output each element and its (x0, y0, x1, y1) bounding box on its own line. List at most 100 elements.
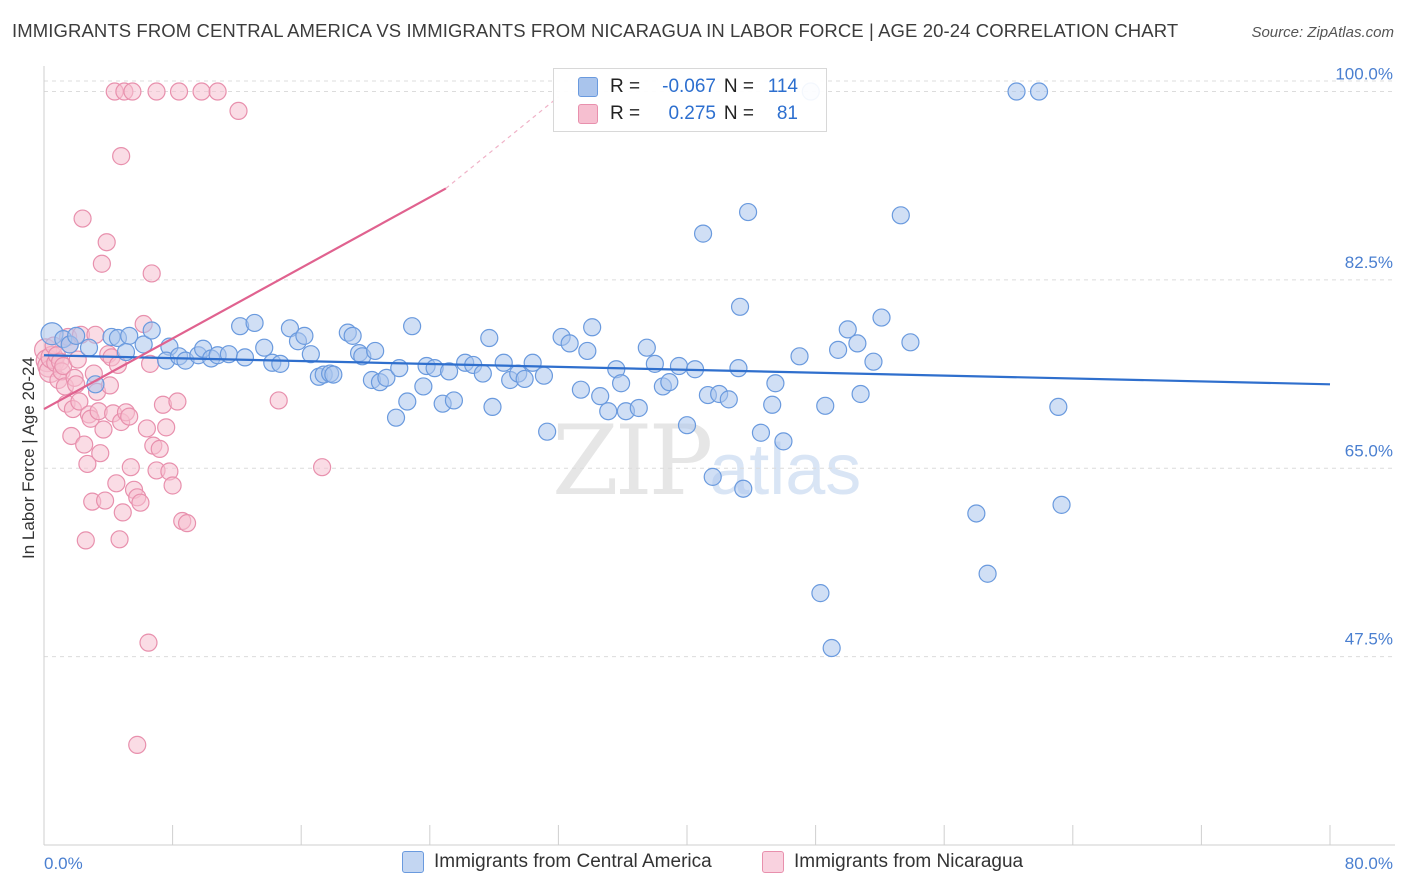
nicaragua-point (163, 476, 182, 495)
central-america-point (386, 408, 406, 427)
nicaragua-point (229, 101, 248, 121)
nicaragua-point (73, 209, 92, 228)
nicaragua-point (128, 735, 147, 754)
x-tick-label: 0.0% (44, 854, 83, 873)
y-axis-label: In Labor Force | Age 20-24 (19, 357, 38, 559)
central-america-point (444, 391, 464, 410)
nicaragua-point (62, 426, 81, 446)
chart-title: IMMIGRANTS FROM CENTRAL AMERICA VS IMMIG… (12, 20, 1179, 41)
central-america-point (414, 377, 433, 396)
central-america-point (343, 326, 362, 345)
legend-row-nicaragua: R = 0.275 N = 81 (578, 102, 798, 126)
axes (43, 66, 1395, 846)
nicaragua-point (137, 419, 156, 438)
legend-swatch-blue (402, 851, 424, 873)
central-america-point (134, 335, 153, 354)
nicaragua-point (121, 458, 140, 477)
legend-r-label: R = (610, 103, 641, 124)
central-america-point (822, 638, 841, 658)
y-tick-label: 47.5% (1345, 630, 1393, 649)
central-america-point (245, 313, 264, 333)
legend-row-central-america: R = -0.067 N = 114 (578, 75, 798, 99)
nicaragua-point (110, 530, 129, 549)
y-tick-label: 100.0% (1335, 65, 1393, 84)
central-america-point (280, 319, 300, 338)
legend-item-nicaragua[interactable]: Immigrants from Nicaragua (762, 851, 1023, 873)
central-america-point (1052, 495, 1071, 514)
nicaragua-point (168, 392, 187, 411)
central-america-point (560, 334, 579, 353)
nicaragua-point (192, 82, 211, 101)
legend-swatch-blue (578, 77, 598, 97)
central-america-point (1029, 82, 1049, 101)
legend-n-value: 114 (767, 76, 798, 97)
central-america-point (403, 317, 422, 336)
series-central-america-points (40, 82, 1071, 658)
legend-r-value: 0.275 (668, 103, 716, 124)
nicaragua-point (177, 514, 197, 533)
legend-item-central-america[interactable]: Immigrants from Central America (402, 851, 712, 873)
nicaragua-point (147, 82, 166, 101)
trend-line-nicaragua-extension (445, 96, 559, 189)
nicaragua-point (208, 82, 227, 101)
central-america-point (398, 392, 417, 411)
nicaragua-point (269, 391, 288, 410)
central-america-point (599, 402, 618, 421)
central-america-point (967, 504, 986, 523)
central-america-point (703, 467, 722, 486)
nicaragua-point (75, 435, 94, 454)
x-tick-label: 80.0% (1345, 854, 1393, 873)
nicaragua-point (113, 503, 132, 522)
correlation-legend: R = -0.067 N = 114 R = 0.275 N = 81 (553, 68, 827, 132)
central-america-point (677, 416, 697, 435)
central-america-point (848, 334, 867, 353)
nicaragua-point (131, 493, 150, 512)
central-america-point (734, 479, 753, 498)
central-america-point (494, 353, 513, 372)
nicaragua-point (120, 407, 139, 426)
nicaragua-point (107, 474, 126, 493)
central-america-point (79, 338, 99, 357)
nicaragua-point (123, 82, 142, 101)
central-america-point (366, 341, 385, 361)
central-america-point (578, 341, 597, 361)
central-america-point (591, 387, 610, 406)
central-america-point (829, 340, 848, 359)
central-america-point (978, 564, 997, 583)
central-america-point (637, 338, 656, 357)
central-america-point (816, 396, 835, 415)
tick-labels: 47.5% 65.0% 82.5% 100.0% 0.0% 80.0% (44, 65, 1393, 873)
central-america-point (838, 320, 857, 339)
central-america-point (693, 224, 713, 243)
central-america-point (1007, 82, 1026, 101)
central-america-point (142, 321, 161, 340)
central-america-point (439, 362, 459, 381)
central-america-point (255, 338, 274, 357)
central-america-point (534, 366, 554, 385)
legend-n-label: N = (723, 76, 754, 97)
central-america-point (324, 365, 343, 384)
gridlines (44, 80, 1395, 658)
central-america-point (851, 384, 870, 404)
nicaragua-point (76, 531, 95, 550)
central-america-point (473, 364, 492, 383)
central-america-point (766, 374, 785, 393)
trend-line-nicaragua (43, 187, 447, 411)
nicaragua-point (95, 491, 115, 510)
central-america-point (774, 432, 793, 451)
source-credit: Source: ZipAtlas.com (1251, 24, 1394, 41)
nicaragua-point (169, 82, 189, 101)
legend-r-label: R = (610, 76, 641, 97)
nicaragua-point (142, 264, 161, 283)
central-america-point (864, 352, 883, 371)
legend-swatch-pink (762, 851, 784, 873)
series-nicaragua-points (34, 82, 332, 754)
central-america-point (719, 390, 738, 409)
legend-n-label: N = (723, 103, 754, 124)
central-america-point (235, 348, 255, 367)
central-america-point (872, 308, 891, 327)
central-america-point (538, 422, 557, 441)
y-tick-label: 65.0% (1345, 441, 1393, 460)
central-america-point (377, 368, 396, 387)
central-america-point (751, 423, 771, 442)
